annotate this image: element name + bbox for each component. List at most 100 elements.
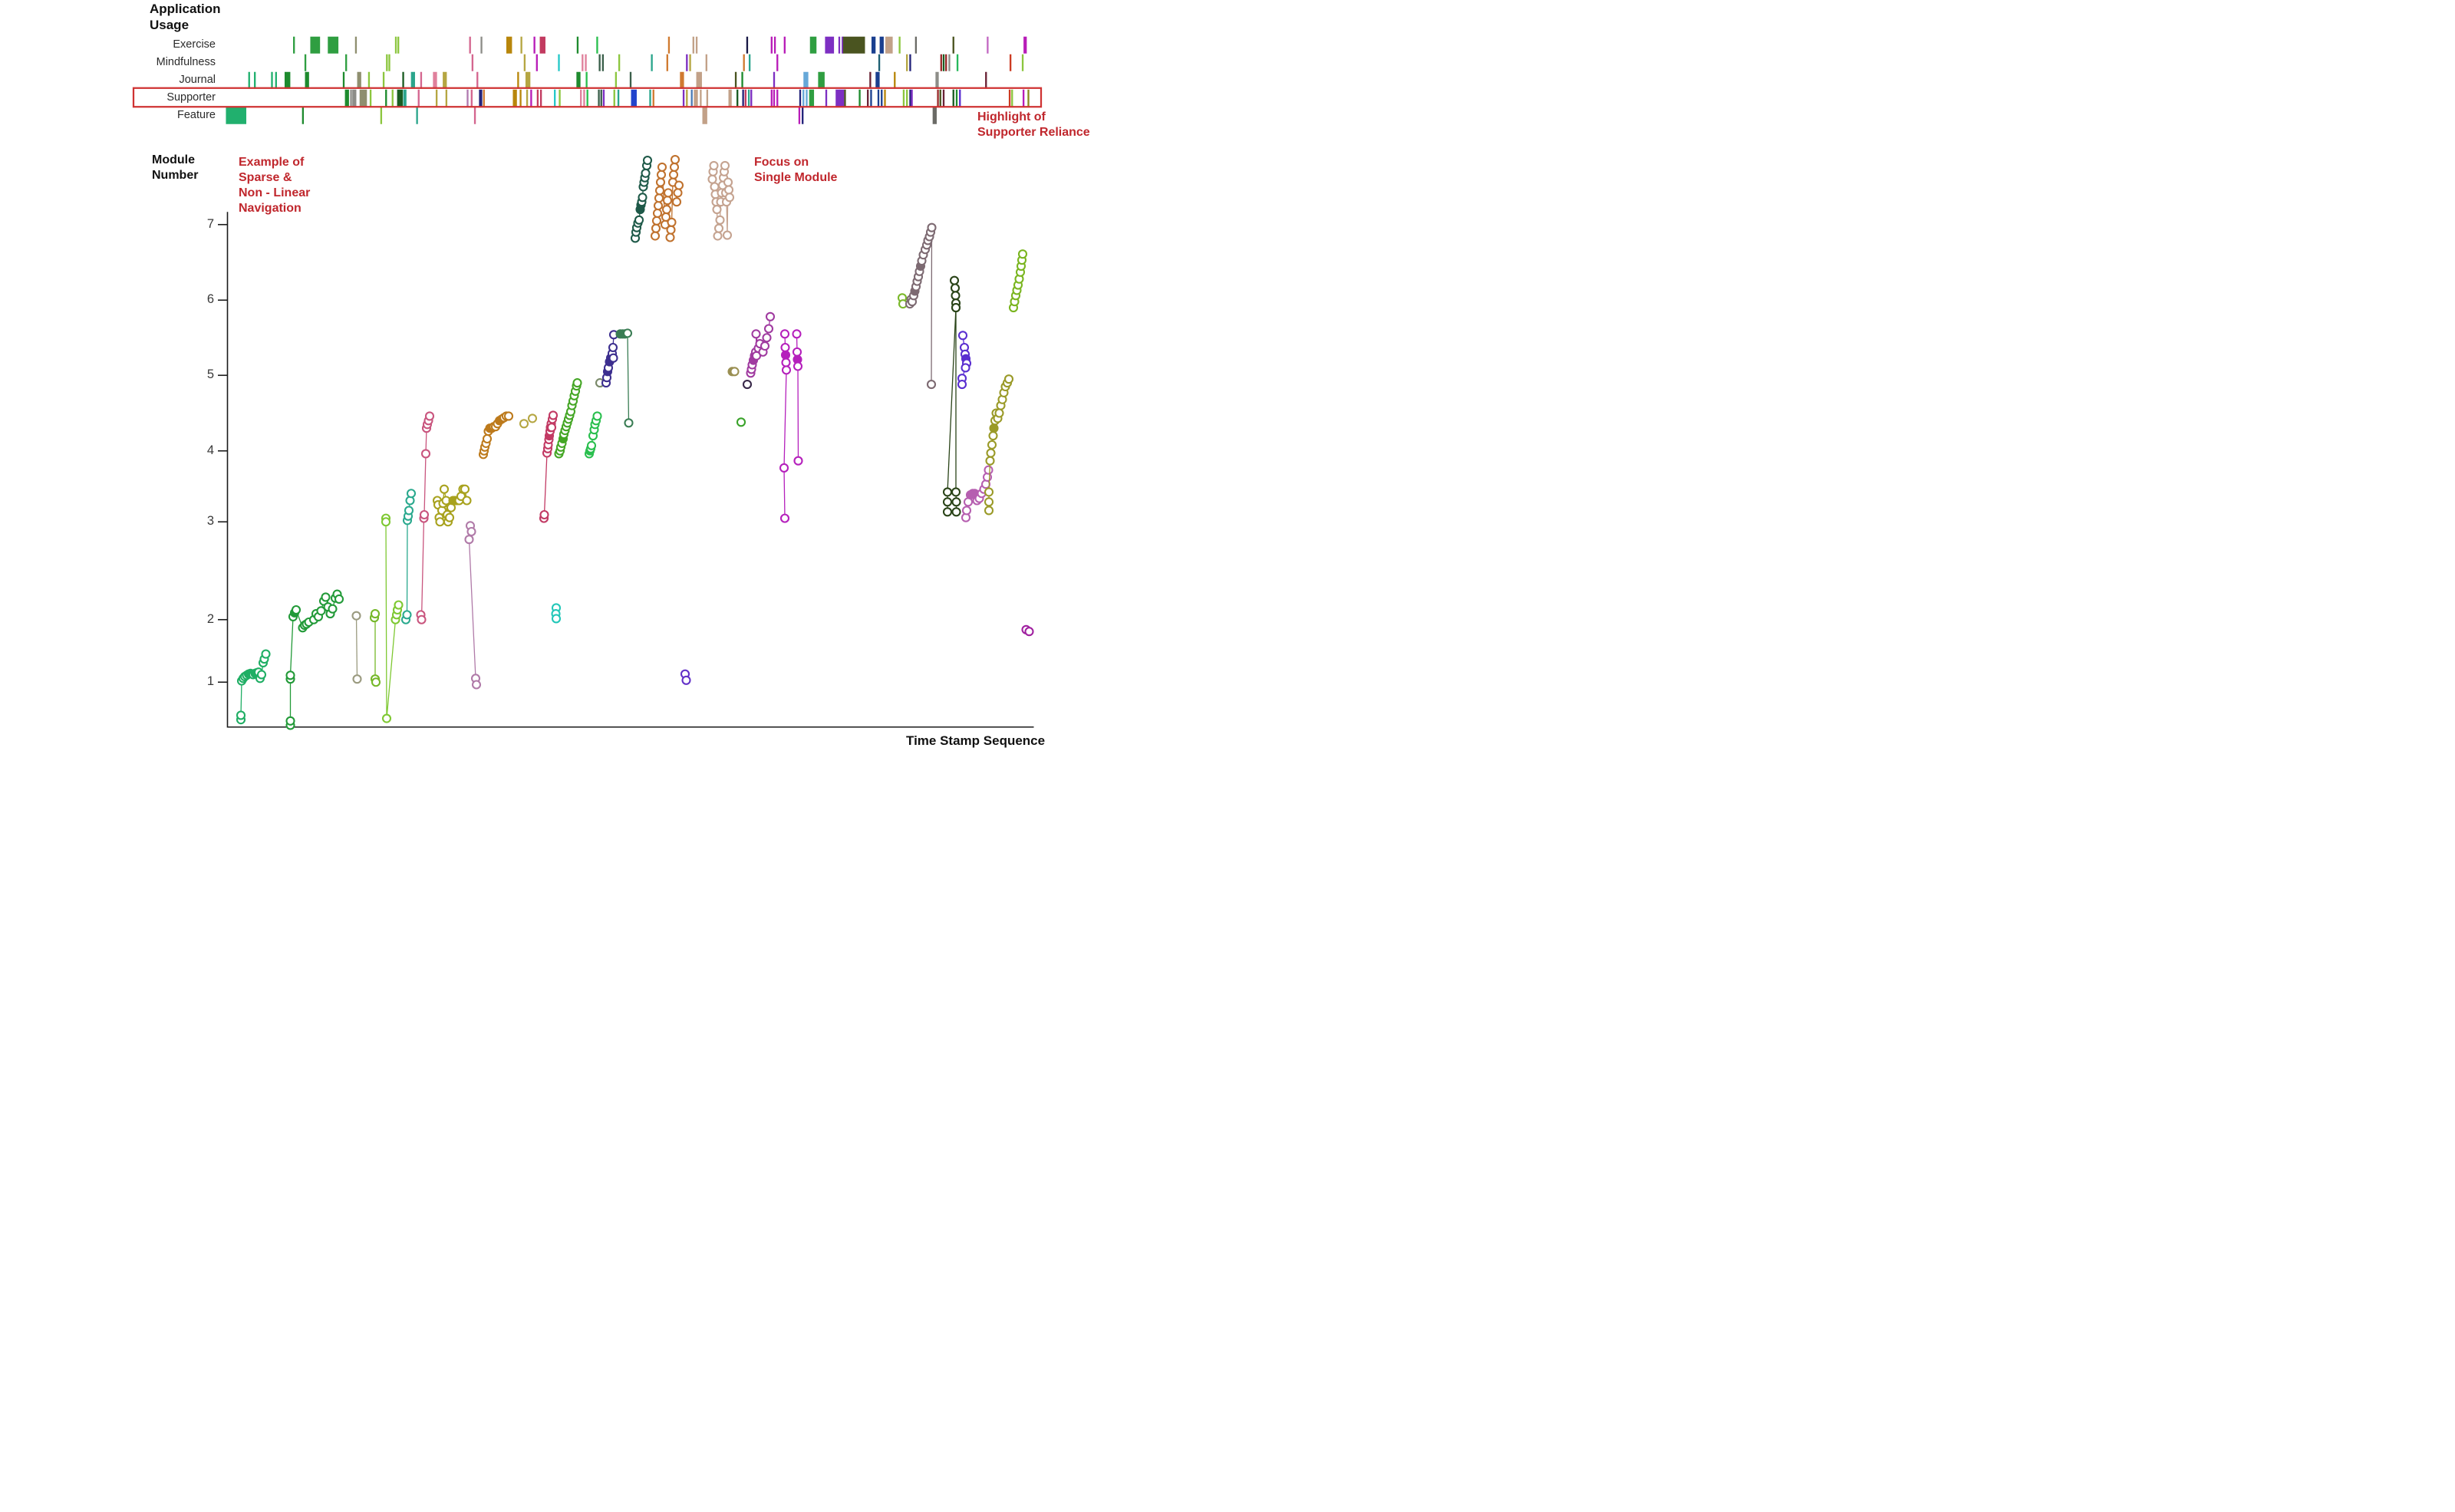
data-point <box>641 168 651 178</box>
data-point <box>663 188 674 198</box>
usage-tick <box>506 36 512 54</box>
usage-tick <box>519 89 522 107</box>
annotation-highlight: Highlight of Supporter Reliance <box>977 110 1090 139</box>
data-point <box>985 456 995 466</box>
usage-tick <box>397 89 404 107</box>
y-tick-label: 7 <box>206 216 214 231</box>
data-point <box>668 170 679 180</box>
data-point <box>466 526 476 537</box>
strip-row-label-mindfulness: Mindfulness <box>156 55 216 68</box>
usage-tick <box>870 89 872 107</box>
usage-tick <box>352 89 357 107</box>
data-point <box>927 222 937 232</box>
data-point <box>572 378 582 388</box>
data-point <box>723 177 733 187</box>
usage-tick <box>952 89 954 107</box>
data-point <box>642 155 653 166</box>
usage-tick <box>692 36 694 54</box>
usage-tick <box>799 89 802 107</box>
data-point <box>527 413 538 423</box>
data-point <box>671 197 682 207</box>
x-axis-title: Time Stamp Sequence <box>906 733 1046 748</box>
data-point <box>730 367 740 377</box>
usage-tick <box>909 89 911 107</box>
usage-tick <box>397 36 400 54</box>
data-point <box>1024 627 1034 637</box>
data-point <box>712 204 722 215</box>
data-point <box>674 180 684 190</box>
data-point <box>792 347 802 357</box>
usage-tick <box>835 89 840 107</box>
usage-tick <box>629 71 632 89</box>
usage-tick <box>305 71 309 89</box>
strip-title: Application Usage <box>150 2 221 32</box>
usage-tick <box>867 89 869 107</box>
data-point <box>420 449 431 459</box>
data-point <box>321 592 331 602</box>
usage-tick <box>517 71 519 89</box>
usage-tick <box>473 107 476 124</box>
usage-tick <box>596 36 598 54</box>
data-point <box>951 302 961 313</box>
strip-row-label-exercise: Exercise <box>173 38 216 51</box>
usage-tick <box>802 107 804 124</box>
data-point <box>709 160 719 170</box>
usage-tick <box>939 89 941 107</box>
data-point <box>404 506 414 516</box>
data-point <box>371 677 381 687</box>
usage-tick <box>942 54 945 71</box>
usage-tick <box>433 71 437 89</box>
data-point <box>984 497 994 507</box>
data-point <box>634 215 644 225</box>
data-point <box>402 610 412 620</box>
usage-tick <box>877 89 880 107</box>
data-point <box>670 154 680 165</box>
usage-tick <box>878 54 881 71</box>
usage-tick <box>580 89 582 107</box>
data-point <box>464 535 474 545</box>
usage-tick <box>443 71 447 89</box>
data-point <box>291 604 302 615</box>
data-point <box>482 433 493 444</box>
data-point <box>654 193 664 203</box>
usage-tick <box>649 89 651 107</box>
usage-tick <box>535 54 538 71</box>
data-point <box>503 411 514 421</box>
data-point <box>736 417 746 427</box>
series-line <box>374 613 377 683</box>
y-tick-label: 5 <box>206 367 214 381</box>
usage-tick <box>987 36 989 54</box>
data-point <box>381 713 392 723</box>
usage-tick <box>806 89 808 107</box>
usage-tick <box>554 89 556 107</box>
usage-tick <box>902 89 905 107</box>
data-point <box>1003 374 1014 384</box>
data-point <box>1017 249 1028 259</box>
strip-row-label-feature: Feature <box>177 108 216 121</box>
usage-tick <box>858 89 861 107</box>
usage-tick <box>435 89 438 107</box>
usage-tick <box>226 107 247 124</box>
usage-tick <box>802 89 805 107</box>
data-point <box>662 196 673 206</box>
data-point <box>666 225 676 235</box>
usage-tick <box>466 89 469 107</box>
data-point <box>781 365 792 375</box>
usage-tick <box>651 54 653 71</box>
usage-tick <box>523 54 526 71</box>
data-point <box>951 487 961 497</box>
usage-tick <box>894 71 896 89</box>
usage-tick <box>613 89 615 107</box>
usage-tick <box>344 89 349 107</box>
y-tick-label: 3 <box>206 514 214 528</box>
series-line <box>955 308 957 512</box>
data-point <box>780 342 790 353</box>
usage-tick <box>271 71 273 89</box>
data-point <box>435 517 445 527</box>
data-point <box>419 509 430 520</box>
usage-tick <box>480 36 483 54</box>
annotation-focus: Focus on Single Module <box>754 156 838 184</box>
usage-tick <box>803 71 809 89</box>
usage-tick <box>842 36 865 54</box>
usage-tick <box>937 89 939 107</box>
